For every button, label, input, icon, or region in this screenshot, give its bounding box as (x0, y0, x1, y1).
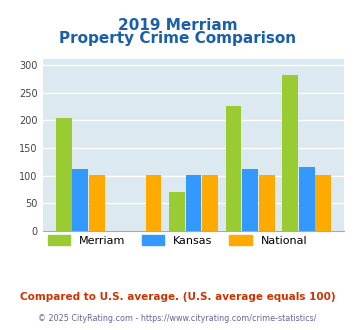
Bar (242, 169, 258, 231)
Bar (72, 169, 88, 231)
Bar (146, 175, 162, 231)
Bar (89, 175, 105, 231)
Text: Property Crime Comparison: Property Crime Comparison (59, 31, 296, 46)
Bar (202, 175, 218, 231)
Bar (56, 117, 72, 231)
Text: © 2025 CityRating.com - https://www.cityrating.com/crime-statistics/: © 2025 CityRating.com - https://www.city… (38, 314, 317, 323)
Bar (282, 75, 298, 231)
Legend: Merriam, Kansas, National: Merriam, Kansas, National (44, 231, 311, 250)
Bar (259, 175, 274, 231)
Bar (186, 175, 201, 231)
Bar (225, 107, 241, 231)
Bar (299, 167, 315, 231)
Text: Compared to U.S. average. (U.S. average equals 100): Compared to U.S. average. (U.S. average … (20, 292, 335, 302)
Bar (315, 175, 331, 231)
Bar (169, 192, 185, 231)
Text: 2019 Merriam: 2019 Merriam (118, 18, 237, 33)
